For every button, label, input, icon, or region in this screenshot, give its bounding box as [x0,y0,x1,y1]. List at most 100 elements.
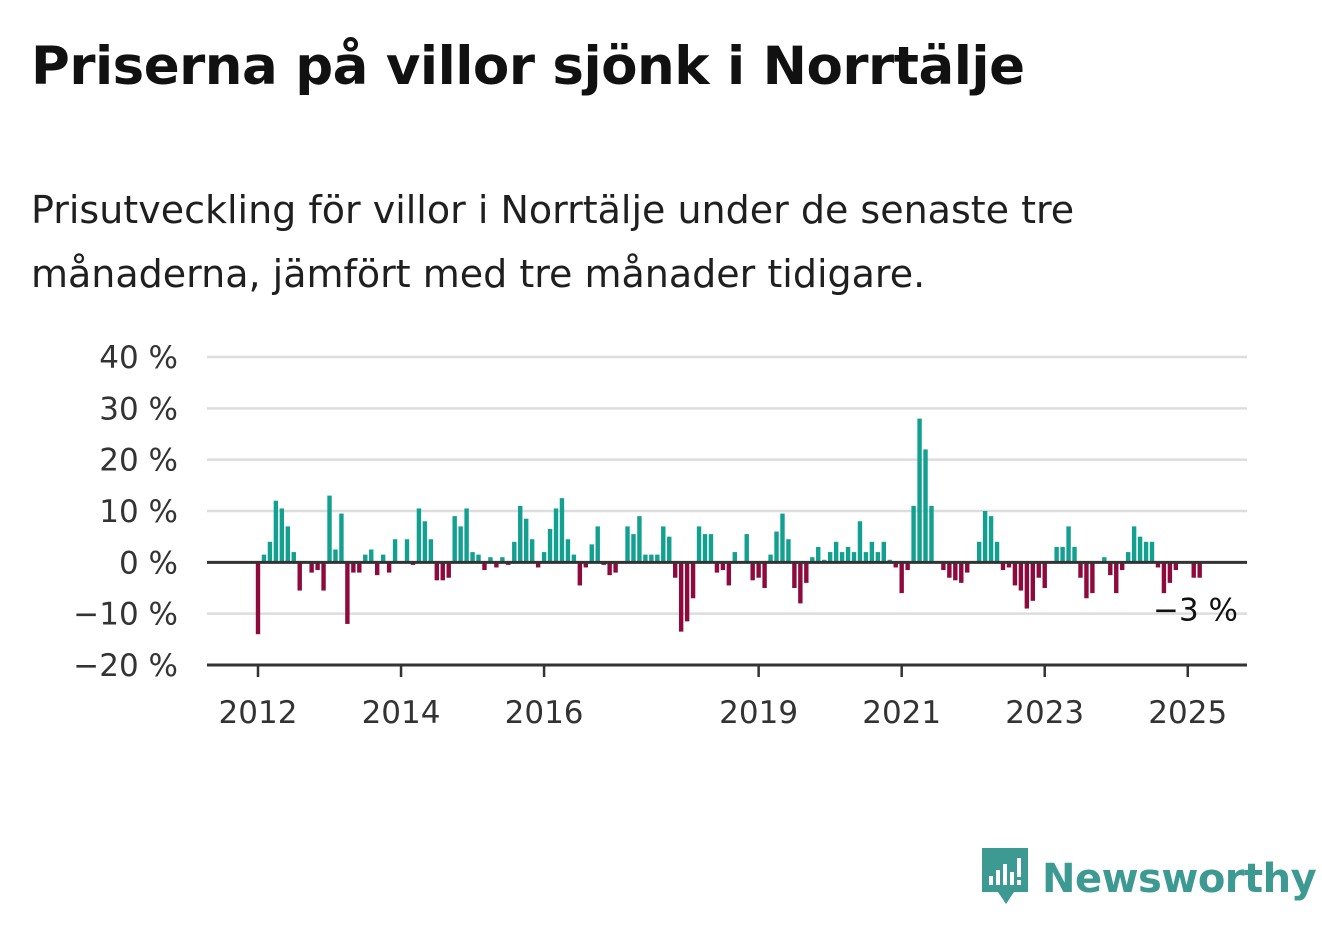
x-tick-label: 2025 [1148,695,1227,731]
bar [774,531,779,563]
bar [673,562,678,578]
latest-value-label: −3 % [1153,593,1238,629]
bar [1000,562,1006,571]
y-tick-label: 20 % [99,443,178,479]
bar [1018,562,1024,591]
bar [339,513,344,563]
newsworthy-logo-icon [980,846,1032,912]
bar [279,508,285,563]
bar [1161,562,1167,594]
bar [988,516,994,563]
bar [714,562,720,573]
bar [518,505,523,563]
gridlines [207,355,1247,615]
bar [881,541,886,563]
bar [899,562,904,594]
bar [565,539,571,563]
bar [482,562,487,571]
bar [1173,562,1179,571]
chart-subtitle: Prisutveckling för villor i Norrtälje un… [31,188,1075,296]
bar [708,534,714,563]
bar [798,562,803,604]
bar [744,534,749,563]
bar [1102,557,1107,563]
bar [982,511,988,563]
bar [416,508,422,563]
bar [845,546,851,563]
bar [833,541,839,563]
bar [792,562,797,588]
bar [720,562,726,571]
bar [804,562,809,583]
bar [947,562,952,578]
bar [1006,562,1012,568]
y-tick-label: 10 % [99,494,178,530]
bar [869,541,875,563]
bar [851,552,857,563]
bar [1197,562,1202,578]
bar [1084,562,1089,599]
bar [559,498,565,563]
bar [1108,562,1113,576]
bar [1155,562,1161,568]
bar [351,562,356,573]
bar [1191,562,1196,578]
x-tick-label: 2014 [362,695,441,731]
x-tick-label: 2023 [1005,695,1084,731]
bar [976,541,982,563]
bar [750,562,755,581]
bar [369,549,374,563]
bar [762,562,767,588]
bar [1120,562,1125,571]
bar [929,505,934,563]
bar [726,562,732,586]
bar [857,521,863,563]
bar [529,539,535,563]
bar [255,562,261,635]
axes [207,560,1247,667]
bar [959,562,964,583]
bar [291,552,296,563]
bar [315,562,320,571]
y-tick-label: 30 % [99,391,178,427]
bar [768,554,773,563]
bar [422,521,428,563]
bar [1125,552,1131,563]
bar [684,562,690,622]
bar [1012,562,1018,586]
bar [1131,526,1137,563]
bar [577,562,583,586]
bar [464,508,469,563]
bar [613,562,618,573]
bar [261,554,267,563]
bar [1066,526,1071,563]
bar [690,562,696,599]
bar [661,526,666,563]
bar [404,539,410,563]
bar [1114,562,1119,594]
bar [756,562,761,578]
bar [535,562,541,568]
x-tick-label: 2019 [719,695,798,731]
bar [309,562,314,573]
bar [1054,546,1059,563]
bar [524,518,529,563]
bar [1143,541,1149,563]
bar [446,562,451,578]
bar [965,562,970,573]
bar [994,541,1000,563]
bar [649,554,654,563]
bar [333,549,338,563]
bar [512,541,517,563]
bar [321,562,326,591]
bar [273,500,279,563]
bar [607,562,612,576]
bar [488,557,493,563]
y-tick-label: −10 % [73,597,178,633]
bar [827,552,833,563]
bar [434,562,439,581]
bar [1078,562,1083,578]
y-axis-tick-labels: 40 % 30 % 20 % 10 % 0 % −10 % −20 % [73,340,178,684]
bar [452,516,457,563]
bar [696,526,702,563]
